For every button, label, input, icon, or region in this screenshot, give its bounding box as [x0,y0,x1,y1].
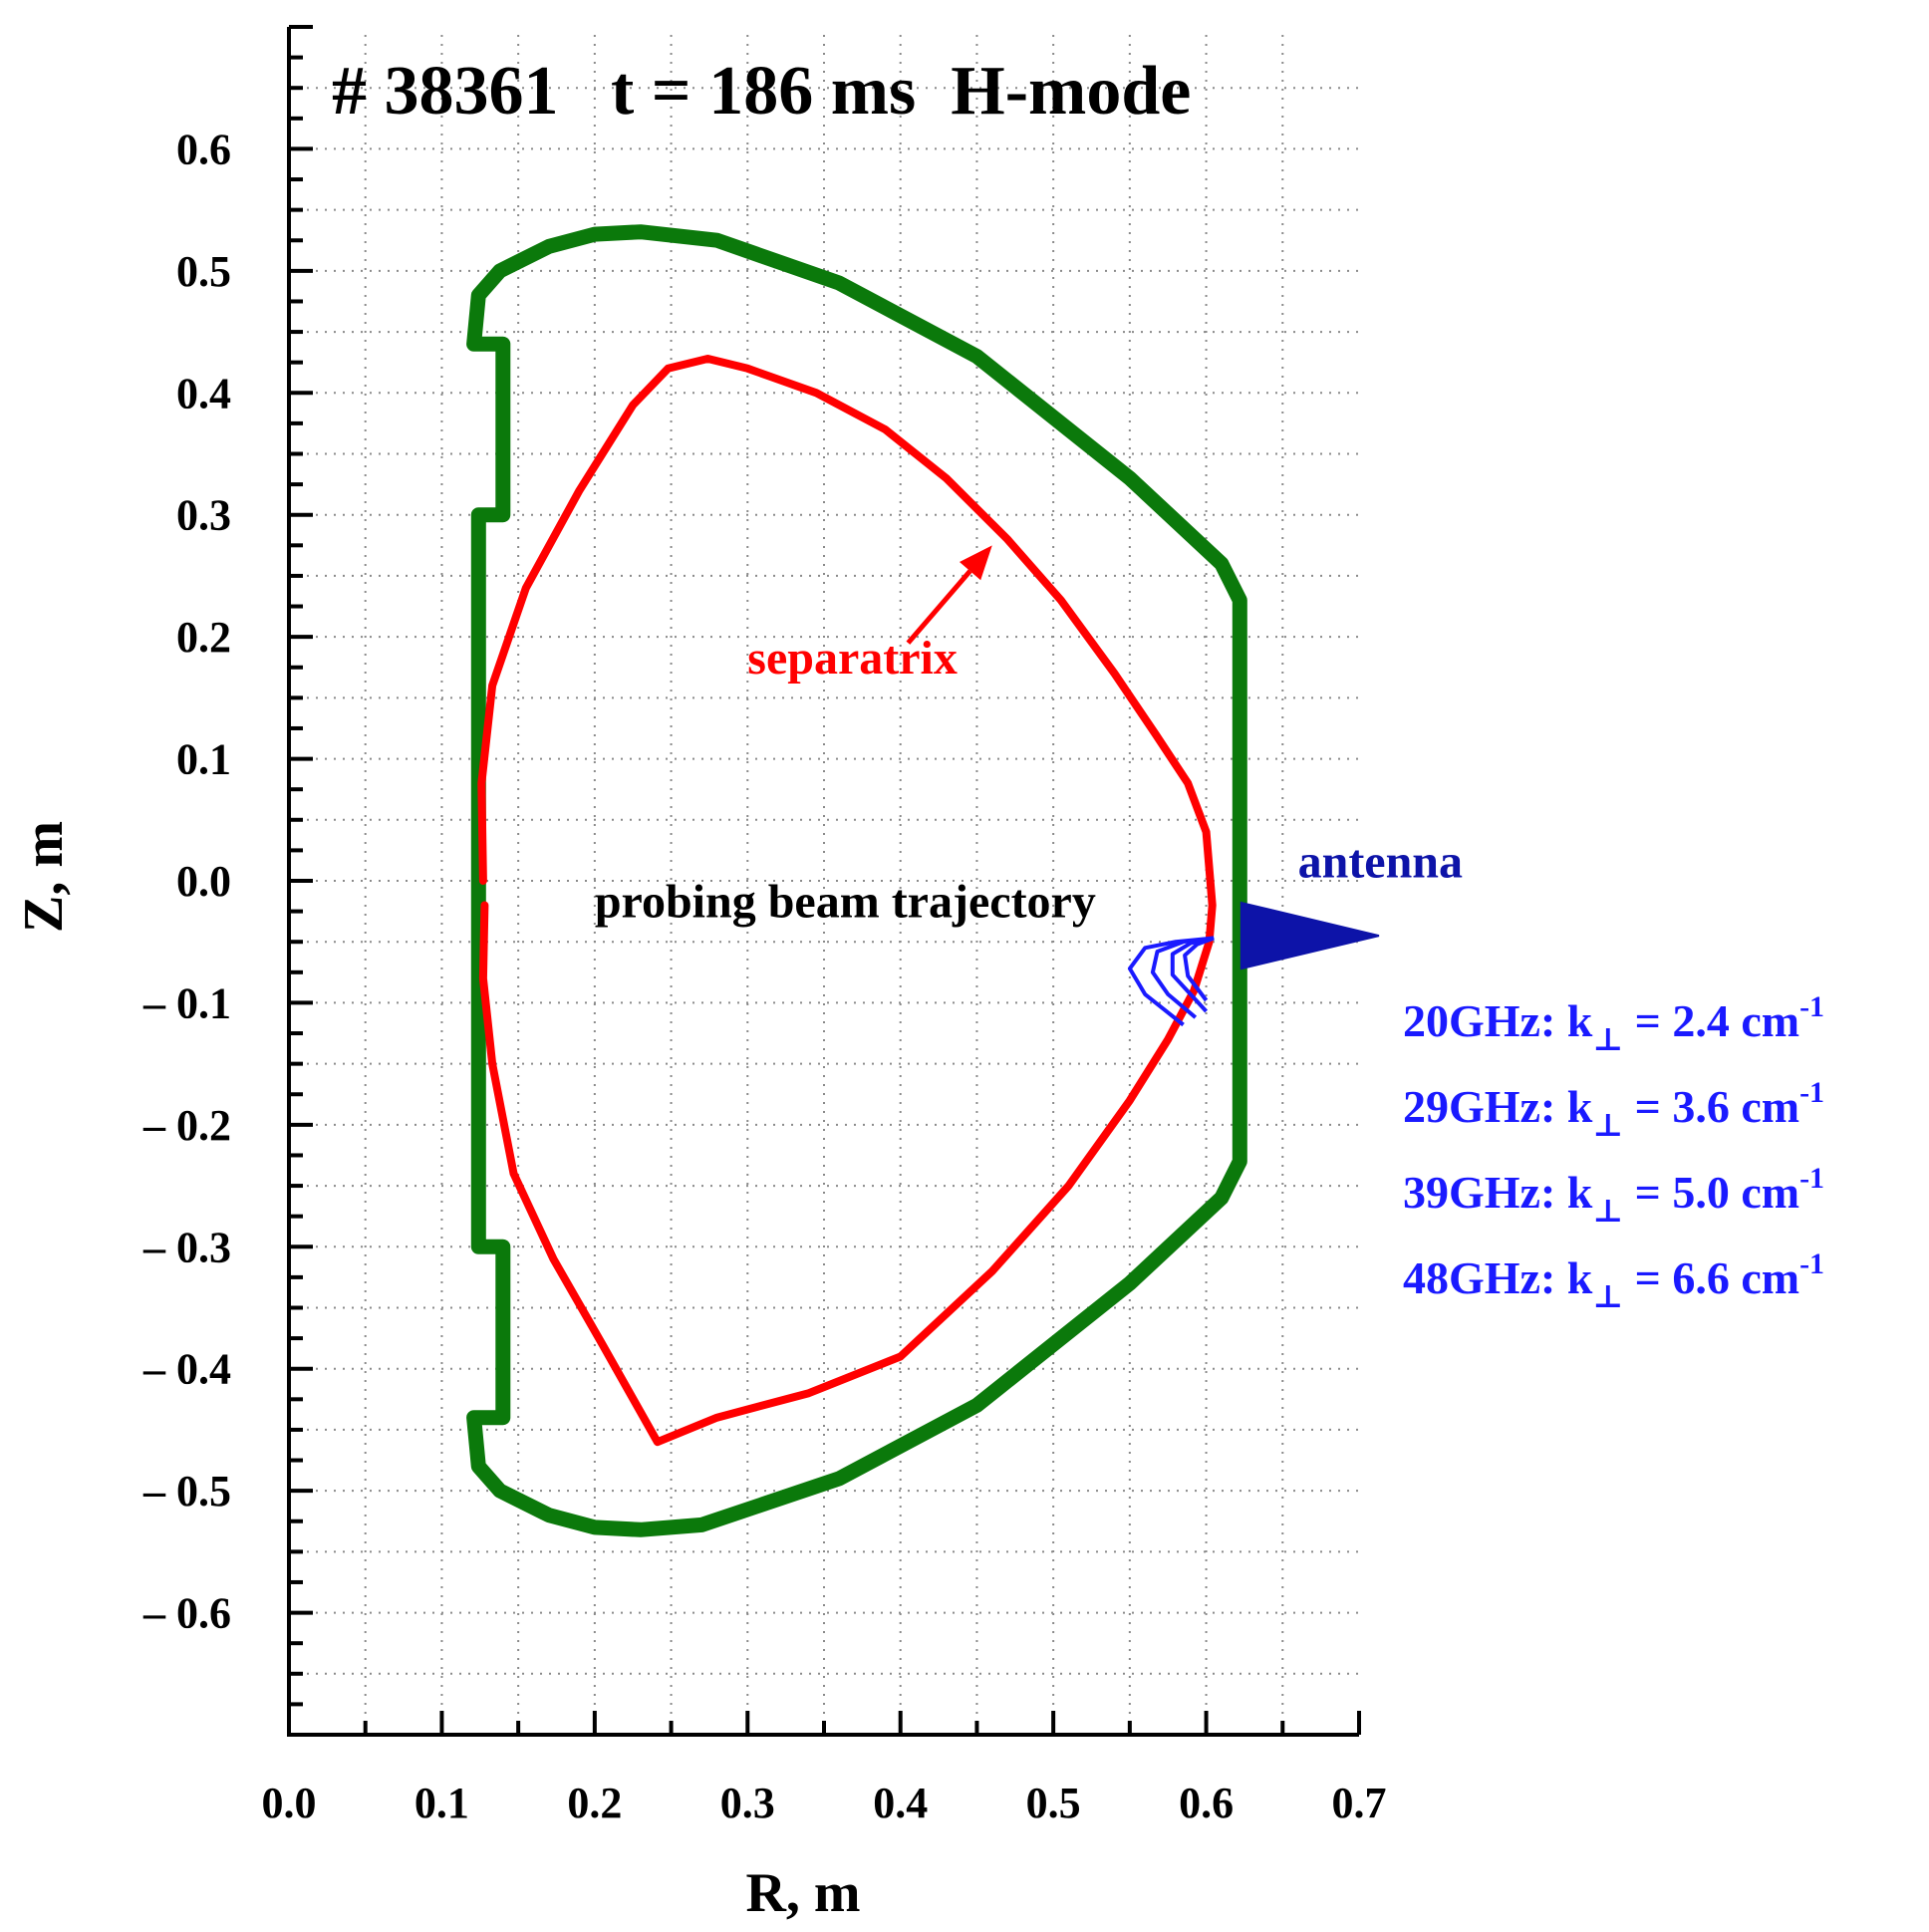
y-axis-title: Z, m [13,821,75,933]
beam-trajectory [1150,936,1215,1019]
y-tick-label: 0.5 [176,247,231,296]
series-layer [466,224,1247,1537]
k-perp-line: 29GHz: k⊥ = 3.6 cm-1 [1403,1076,1824,1143]
y-tick-label: 0.0 [176,857,231,906]
y-tick-label: – 0.2 [142,1101,231,1150]
separatrix-label: separatrix [747,632,958,685]
x-tick-label: 0.5 [1026,1779,1081,1827]
k-perp-line: 20GHz: k⊥ = 2.4 cm-1 [1403,990,1824,1057]
beam-layer [1127,901,1380,1027]
x-tick-label: 0.4 [873,1779,928,1827]
antenna-shape [1240,901,1380,970]
separatrix-curve [477,355,1217,1447]
y-tick-label: 0.4 [176,369,231,417]
beam-trajectory [1170,936,1215,1013]
chart-title: # 38361 t = 186 ms H-mode [332,53,1191,130]
k-perp-legend: 20GHz: k⊥ = 2.4 cm-1 29GHz: k⊥ = 3.6 cm-1… [1403,990,1824,1314]
separatrix-arrow [906,569,972,645]
x-tick-label: 0.6 [1179,1779,1234,1827]
x-tick-label: 0.0 [262,1779,317,1827]
beam-label: probing beam trajectory [595,876,1096,929]
y-tick-label: – 0.1 [142,978,231,1027]
y-tick-label: – 0.4 [142,1345,231,1394]
beam-trajectory [1127,936,1215,1027]
x-tick-label: 0.1 [414,1779,469,1827]
y-tick-label: – 0.6 [142,1589,231,1638]
annotation-layer: separatrix probing beam trajectory antenna [595,545,1463,929]
y-tick-label: – 0.3 [142,1223,231,1271]
y-tick-label: 0.1 [176,735,231,784]
y-tick-label: – 0.5 [142,1467,231,1516]
antenna-label: antenna [1298,835,1463,888]
x-tick-label: 0.3 [720,1779,775,1827]
y-tick-label: 0.2 [176,613,231,662]
k-perp-line: 48GHz: k⊥ = 6.6 cm-1 [1403,1247,1824,1314]
separatrix-arrow-head [959,545,992,581]
x-tick-label: 0.2 [567,1779,622,1827]
x-axis-title: R, m [745,1862,860,1924]
beam-trajectory [1183,936,1215,1002]
vessel-curve [466,224,1247,1537]
k-perp-line: 39GHz: k⊥ = 5.0 cm-1 [1403,1162,1824,1229]
axis-layer: 0.0 0.1 0.2 0.3 0.4 0.5 0.6 0.7 0.6 0.5 0.4 0.3 0.2 0… [142,25,1387,1827]
x-tick-label: 0.7 [1332,1779,1387,1827]
y-tick-label: 0.6 [176,125,231,173]
y-tick-label: 0.3 [176,491,231,540]
